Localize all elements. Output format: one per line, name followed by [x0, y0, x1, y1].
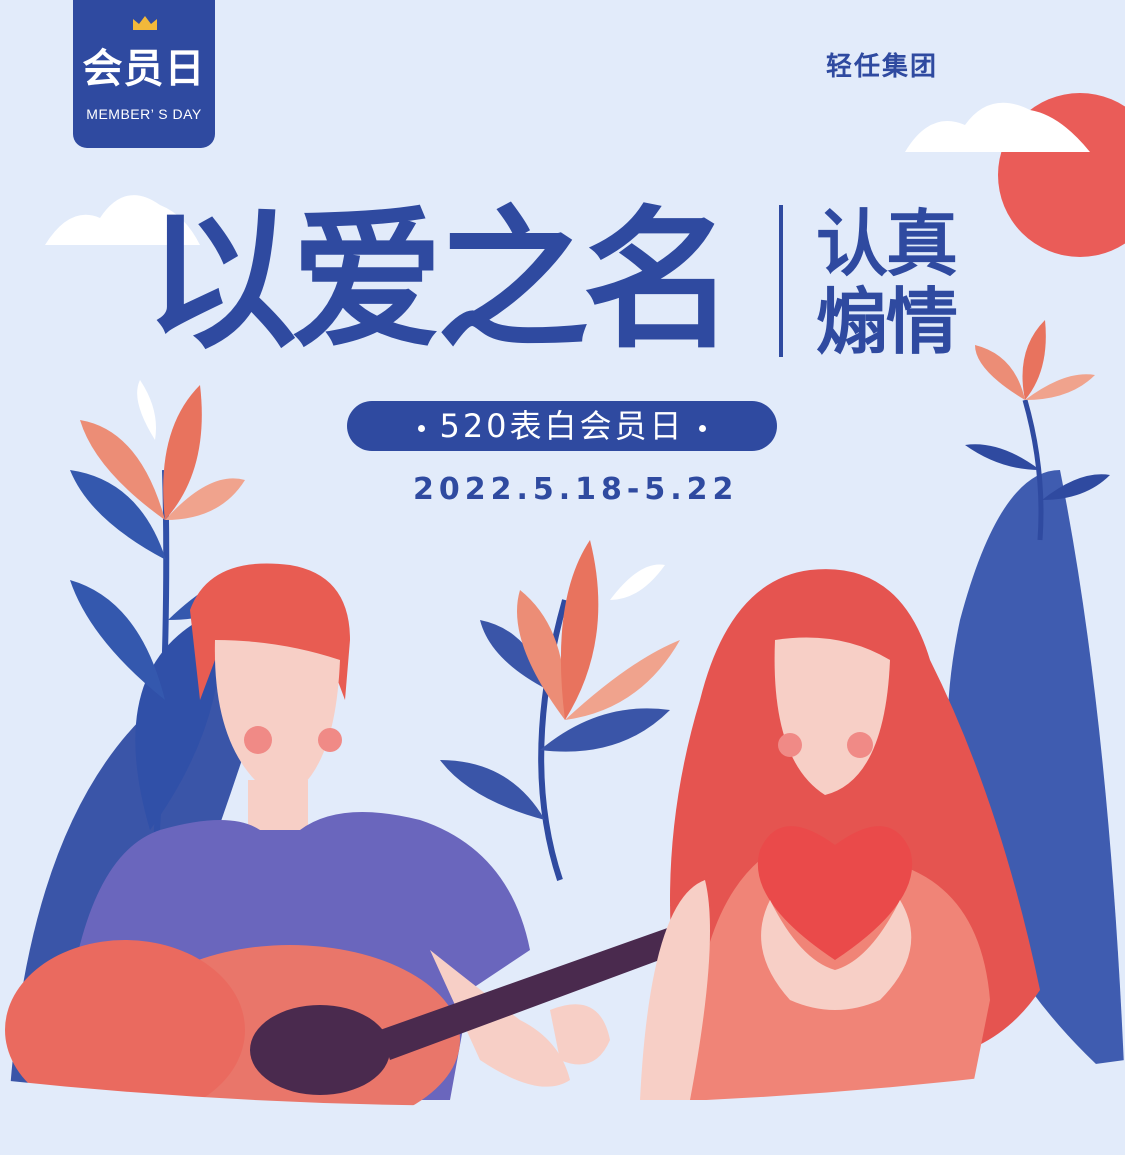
brand-logo-text: 轻任集团: [826, 46, 938, 83]
leaf-r1: [965, 444, 1040, 470]
man-neck: [248, 780, 308, 835]
leaf-l1: [70, 580, 165, 700]
flower-center-white: [610, 564, 665, 600]
crown-icon: [131, 14, 159, 32]
headline-side: 认真 煽情: [816, 205, 956, 361]
event-date: 2022.5.18-5.22: [413, 472, 738, 507]
leaf-c1: [440, 760, 545, 820]
woman-cheek-right: [847, 732, 873, 758]
headline-side-line1: 认真: [816, 205, 956, 283]
flower-center-b: [561, 540, 598, 720]
badge-title: 会员日: [73, 36, 215, 94]
members-day-badge: 会员日 MEMBER’ S DAY: [73, 0, 215, 148]
dot-icon: [418, 425, 425, 432]
headline-main: 以爱之名: [145, 195, 729, 365]
guitar-hole: [250, 1005, 390, 1095]
dot-icon: [699, 425, 706, 432]
man-cheek-left: [244, 726, 272, 754]
headline-side-line2: 煽情: [816, 283, 956, 361]
flower-right-b: [1023, 320, 1046, 400]
headline-divider: [779, 205, 783, 357]
event-pill: 520表白会员日: [347, 401, 777, 451]
woman-cheek-left: [778, 733, 802, 757]
badge-subtitle: MEMBER’ S DAY: [73, 106, 215, 122]
man-cheek-right: [318, 728, 342, 752]
leaf-c2: [540, 708, 670, 751]
flower-left-white: [137, 380, 156, 440]
flower-right-a: [975, 345, 1025, 400]
event-label: 520表白会员日: [439, 407, 684, 445]
